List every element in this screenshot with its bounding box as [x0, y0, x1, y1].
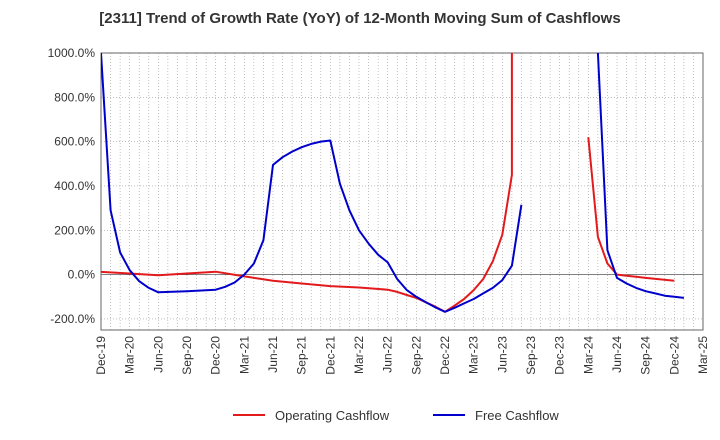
x-tick-label: Dec-22 [438, 336, 452, 375]
series-line-free-cashflow [596, 53, 685, 299]
x-tick-label: Mar-22 [352, 336, 366, 374]
x-tick-label: Jun-20 [151, 336, 165, 373]
x-tick-label: Sep-23 [524, 336, 538, 375]
x-tick-label: Dec-24 [667, 336, 681, 375]
x-axis-ticks: Dec-19 Mar-20 Jun-20 Sep-20 Dec-20 Mar-21 Jun-… [94, 336, 710, 375]
y-tick-label: 200.0% [54, 223, 95, 237]
series-layer [101, 53, 685, 313]
legend: Operating Cashflow Free Cashflow [233, 408, 559, 423]
y-tick-label: 600.0% [54, 135, 95, 149]
y-tick-label: 0.0% [68, 268, 96, 282]
y-tick-label: 800.0% [54, 90, 95, 104]
series-line-free-cashflow [101, 53, 523, 313]
series-line-operating-cashflow [587, 137, 675, 282]
legend-label-free-cashflow: Free Cashflow [475, 408, 559, 423]
x-tick-label: Mar-21 [237, 336, 251, 374]
grid-layer [101, 52, 703, 330]
x-tick-label: Mar-23 [467, 336, 481, 374]
x-tick-label: Dec-23 [553, 336, 567, 375]
x-tick-label: Mar-20 [123, 336, 137, 374]
x-tick-label: Jun-23 [495, 336, 509, 373]
x-tick-label: Jun-21 [266, 336, 280, 373]
x-tick-label: Jun-22 [381, 336, 395, 373]
legend-label-operating-cashflow: Operating Cashflow [275, 408, 390, 423]
x-tick-label: Mar-25 [696, 336, 710, 374]
x-tick-label: Mar-24 [581, 336, 595, 374]
y-tick-label: -200.0% [50, 312, 95, 326]
y-axis-ticks: 1000.0% 800.0% 600.0% 400.0% 200.0% 0.0% -200.… [48, 46, 96, 326]
series-line-operating-cashflow [101, 53, 513, 313]
chart-title: [2311] Trend of Growth Rate (YoY) of 12-… [99, 10, 621, 27]
x-tick-label: Sep-22 [409, 336, 423, 375]
x-tick-label: Sep-24 [639, 336, 653, 375]
y-tick-label: 1000.0% [48, 46, 96, 60]
x-tick-label: Sep-20 [180, 336, 194, 375]
x-tick-label: Jun-24 [610, 336, 624, 373]
x-tick-label: Dec-20 [209, 336, 223, 375]
plot-frame [100, 52, 704, 331]
x-tick-label: Sep-21 [295, 336, 309, 375]
x-tick-label: Dec-21 [323, 336, 337, 375]
x-tick-label: Dec-19 [94, 336, 108, 375]
y-tick-label: 400.0% [54, 179, 95, 193]
